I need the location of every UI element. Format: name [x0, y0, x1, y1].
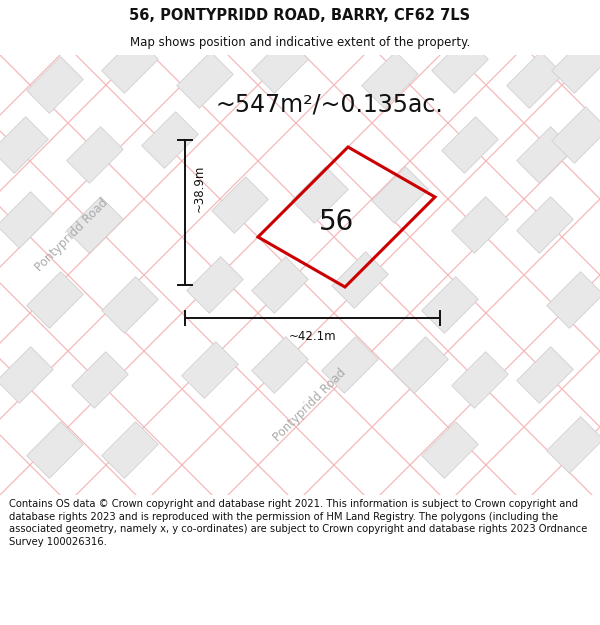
- Polygon shape: [182, 342, 238, 398]
- Text: Contains OS data © Crown copyright and database right 2021. This information is : Contains OS data © Crown copyright and d…: [9, 499, 587, 548]
- Polygon shape: [292, 167, 348, 223]
- Polygon shape: [432, 37, 488, 93]
- Polygon shape: [332, 252, 388, 308]
- Polygon shape: [27, 272, 83, 328]
- Text: ~547m²/~0.135ac.: ~547m²/~0.135ac.: [215, 93, 443, 117]
- Text: 56: 56: [319, 208, 354, 236]
- Polygon shape: [67, 197, 123, 253]
- Polygon shape: [362, 52, 418, 108]
- Polygon shape: [27, 57, 83, 113]
- Polygon shape: [517, 347, 573, 403]
- Polygon shape: [422, 277, 478, 333]
- Polygon shape: [187, 257, 243, 313]
- Polygon shape: [0, 347, 53, 403]
- Polygon shape: [452, 352, 508, 408]
- Polygon shape: [517, 197, 573, 253]
- Polygon shape: [442, 117, 498, 173]
- Text: ~38.9m: ~38.9m: [193, 165, 205, 212]
- Text: ~42.1m: ~42.1m: [289, 330, 337, 343]
- Polygon shape: [252, 257, 308, 313]
- Polygon shape: [72, 352, 128, 408]
- Polygon shape: [177, 52, 233, 108]
- Polygon shape: [102, 277, 158, 333]
- Polygon shape: [547, 272, 600, 328]
- Text: 56, PONTYPRIDD ROAD, BARRY, CF62 7LS: 56, PONTYPRIDD ROAD, BARRY, CF62 7LS: [130, 8, 470, 23]
- Polygon shape: [507, 52, 563, 108]
- Text: Pontypridd Road: Pontypridd Road: [33, 196, 111, 274]
- Polygon shape: [102, 422, 158, 478]
- Polygon shape: [392, 337, 448, 393]
- Polygon shape: [142, 112, 198, 168]
- Text: Pontypridd Road: Pontypridd Road: [271, 366, 349, 444]
- Polygon shape: [552, 37, 600, 93]
- Polygon shape: [212, 177, 268, 233]
- Polygon shape: [27, 422, 83, 478]
- Polygon shape: [102, 37, 158, 93]
- Polygon shape: [67, 127, 123, 183]
- Polygon shape: [0, 192, 53, 248]
- Polygon shape: [422, 422, 478, 478]
- Polygon shape: [252, 337, 308, 393]
- Polygon shape: [372, 167, 428, 223]
- Polygon shape: [252, 37, 308, 93]
- Polygon shape: [517, 127, 573, 183]
- Polygon shape: [552, 107, 600, 163]
- Polygon shape: [547, 417, 600, 473]
- Polygon shape: [0, 117, 48, 173]
- Polygon shape: [452, 197, 508, 253]
- Polygon shape: [322, 337, 378, 393]
- Text: Map shows position and indicative extent of the property.: Map shows position and indicative extent…: [130, 36, 470, 49]
